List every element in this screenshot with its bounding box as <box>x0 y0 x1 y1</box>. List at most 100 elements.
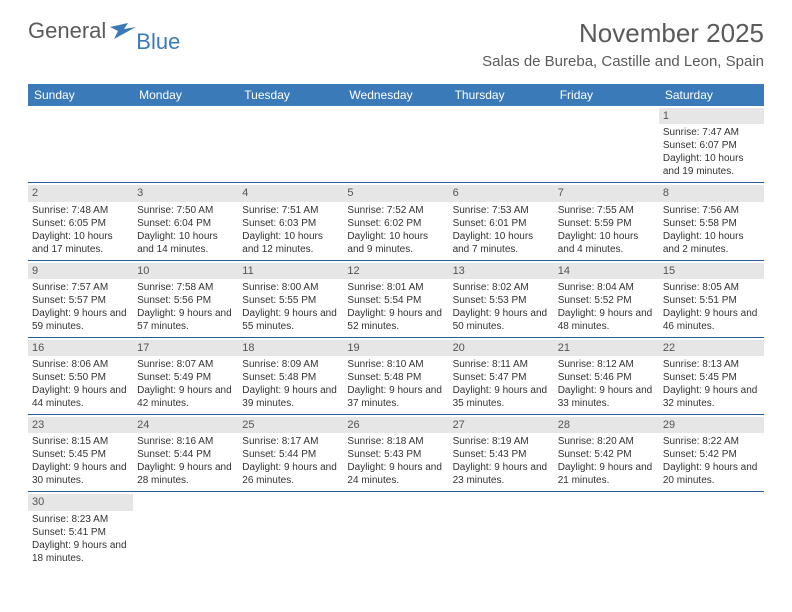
week-row: 30Sunrise: 8:23 AMSunset: 5:41 PMDayligh… <box>28 492 764 568</box>
day-number: 9 <box>28 263 133 279</box>
header: General Blue November 2025 Salas de Bure… <box>0 0 792 76</box>
day-cell: 12 Sunrise: 8:01 AMSunset: 5:54 PMDayligh… <box>343 261 448 337</box>
day-number: 3 <box>133 185 238 201</box>
day-cell <box>238 106 343 182</box>
day-cell: 4 Sunrise: 7:51 AMSunset: 6:03 PMDaylight… <box>238 183 343 259</box>
flag-icon <box>110 23 136 39</box>
day-cell: 25 Sunrise: 8:17 AMSunset: 5:44 PMDayligh… <box>238 415 343 491</box>
day-info: Sunrise: 8:09 AMSunset: 5:48 PMDaylight:… <box>242 358 339 410</box>
day-number: 28 <box>554 417 659 433</box>
day-cell <box>659 492 764 568</box>
day-cell: 29Sunrise: 8:22 AMSunset: 5:42 PMDayligh… <box>659 415 764 491</box>
day-info: Sunrise: 8:17 AMSunset: 5:44 PMDaylight:… <box>242 435 339 487</box>
weekday-label: Saturday <box>659 84 764 106</box>
day-info: Sunrise: 8:04 AMSunset: 5:52 PMDaylight:… <box>558 281 655 333</box>
day-cell: 8Sunrise: 7:56 AMSunset: 5:58 PMDaylight… <box>659 183 764 259</box>
day-number: 1 <box>659 108 764 124</box>
day-info: Sunrise: 8:02 AMSunset: 5:53 PMDaylight:… <box>453 281 550 333</box>
weekday-label: Tuesday <box>238 84 343 106</box>
day-cell <box>449 492 554 568</box>
day-info: Sunrise: 8:05 AMSunset: 5:51 PMDaylight:… <box>663 281 760 333</box>
day-cell: 18 Sunrise: 8:09 AMSunset: 5:48 PMDayligh… <box>238 338 343 414</box>
day-cell: 2 Sunrise: 7:48 AMSunset: 6:05 PMDaylight… <box>28 183 133 259</box>
day-number: 18 <box>238 340 343 356</box>
day-info: Sunrise: 8:12 AMSunset: 5:46 PMDaylight:… <box>558 358 655 410</box>
day-number: 19 <box>343 340 448 356</box>
day-info: Sunrise: 7:58 AMSunset: 5:56 PMDaylight:… <box>137 281 234 333</box>
day-cell: 9 Sunrise: 7:57 AMSunset: 5:57 PMDaylight… <box>28 261 133 337</box>
day-info: Sunrise: 8:10 AMSunset: 5:48 PMDaylight:… <box>347 358 444 410</box>
day-cell: 7 Sunrise: 7:55 AMSunset: 5:59 PMDaylight… <box>554 183 659 259</box>
day-cell: 21 Sunrise: 8:12 AMSunset: 5:46 PMDayligh… <box>554 338 659 414</box>
day-cell <box>133 492 238 568</box>
day-cell <box>449 106 554 182</box>
day-cell <box>343 492 448 568</box>
day-number: 23 <box>28 417 133 433</box>
day-cell <box>554 106 659 182</box>
day-number: 10 <box>133 263 238 279</box>
weekday-label: Monday <box>133 84 238 106</box>
title-block: November 2025 Salas de Bureba, Castille … <box>482 18 764 70</box>
day-cell: 28Sunrise: 8:20 AMSunset: 5:42 PMDayligh… <box>554 415 659 491</box>
week-row: 23 Sunrise: 8:15 AMSunset: 5:45 PMDayligh… <box>28 415 764 492</box>
day-cell: 22Sunrise: 8:13 AMSunset: 5:45 PMDayligh… <box>659 338 764 414</box>
day-info: Sunrise: 7:57 AMSunset: 5:57 PMDaylight:… <box>32 281 129 333</box>
location-text: Salas de Bureba, Castille and Leon, Spai… <box>482 53 764 70</box>
week-row: 2 Sunrise: 7:48 AMSunset: 6:05 PMDaylight… <box>28 183 764 260</box>
day-number: 24 <box>133 417 238 433</box>
day-cell <box>343 106 448 182</box>
day-cell: 27 Sunrise: 8:19 AMSunset: 5:43 PMDayligh… <box>449 415 554 491</box>
day-number: 25 <box>238 417 343 433</box>
day-cell: 26Sunrise: 8:18 AMSunset: 5:43 PMDayligh… <box>343 415 448 491</box>
page-title: November 2025 <box>482 18 764 49</box>
day-info: Sunrise: 8:23 AMSunset: 5:41 PMDaylight:… <box>32 513 129 565</box>
day-info: Sunrise: 7:53 AMSunset: 6:01 PMDaylight:… <box>453 204 550 256</box>
weekday-label: Friday <box>554 84 659 106</box>
day-cell: 16Sunrise: 8:06 AMSunset: 5:50 PMDayligh… <box>28 338 133 414</box>
day-info: Sunrise: 7:48 AMSunset: 6:05 PMDaylight:… <box>32 204 129 256</box>
week-row: 16Sunrise: 8:06 AMSunset: 5:50 PMDayligh… <box>28 338 764 415</box>
day-number: 14 <box>554 263 659 279</box>
day-info: Sunrise: 8:19 AMSunset: 5:43 PMDaylight:… <box>453 435 550 487</box>
day-cell <box>238 492 343 568</box>
day-number: 2 <box>28 185 133 201</box>
day-number: 16 <box>28 340 133 356</box>
day-number: 7 <box>554 185 659 201</box>
logo-text-general: General <box>28 18 106 44</box>
day-info: Sunrise: 7:51 AMSunset: 6:03 PMDaylight:… <box>242 204 339 256</box>
day-info: Sunrise: 8:13 AMSunset: 5:45 PMDaylight:… <box>663 358 760 410</box>
day-cell: 24 Sunrise: 8:16 AMSunset: 5:44 PMDayligh… <box>133 415 238 491</box>
day-info: Sunrise: 7:50 AMSunset: 6:04 PMDaylight:… <box>137 204 234 256</box>
day-info: Sunrise: 7:56 AMSunset: 5:58 PMDaylight:… <box>663 204 760 256</box>
weekday-label: Thursday <box>449 84 554 106</box>
day-number: 26 <box>343 417 448 433</box>
day-info: Sunrise: 8:00 AMSunset: 5:55 PMDaylight:… <box>242 281 339 333</box>
day-number: 21 <box>554 340 659 356</box>
day-number: 17 <box>133 340 238 356</box>
day-cell: 5Sunrise: 7:52 AMSunset: 6:02 PMDaylight… <box>343 183 448 259</box>
day-number: 13 <box>449 263 554 279</box>
day-info: Sunrise: 7:52 AMSunset: 6:02 PMDaylight:… <box>347 204 444 256</box>
day-cell <box>28 106 133 182</box>
day-cell: 19 Sunrise: 8:10 AMSunset: 5:48 PMDayligh… <box>343 338 448 414</box>
day-number: 20 <box>449 340 554 356</box>
day-cell: 6 Sunrise: 7:53 AMSunset: 6:01 PMDaylight… <box>449 183 554 259</box>
day-cell: 20 Sunrise: 8:11 AMSunset: 5:47 PMDayligh… <box>449 338 554 414</box>
day-number: 4 <box>238 185 343 201</box>
day-info: Sunrise: 8:11 AMSunset: 5:47 PMDaylight:… <box>453 358 550 410</box>
day-cell: 14 Sunrise: 8:04 AMSunset: 5:52 PMDayligh… <box>554 261 659 337</box>
day-info: Sunrise: 8:15 AMSunset: 5:45 PMDaylight:… <box>32 435 129 487</box>
day-info: Sunrise: 7:55 AMSunset: 5:59 PMDaylight:… <box>558 204 655 256</box>
day-number: 27 <box>449 417 554 433</box>
day-info: Sunrise: 8:16 AMSunset: 5:44 PMDaylight:… <box>137 435 234 487</box>
day-cell: 1Sunrise: 7:47 AMSunset: 6:07 PMDaylight… <box>659 106 764 182</box>
day-cell <box>554 492 659 568</box>
day-cell: 11 Sunrise: 8:00 AMSunset: 5:55 PMDayligh… <box>238 261 343 337</box>
day-info: Sunrise: 8:07 AMSunset: 5:49 PMDaylight:… <box>137 358 234 410</box>
day-number: 11 <box>238 263 343 279</box>
day-info: Sunrise: 8:01 AMSunset: 5:54 PMDaylight:… <box>347 281 444 333</box>
week-row: 9 Sunrise: 7:57 AMSunset: 5:57 PMDaylight… <box>28 261 764 338</box>
day-number: 6 <box>449 185 554 201</box>
day-info: Sunrise: 8:22 AMSunset: 5:42 PMDaylight:… <box>663 435 760 487</box>
day-number: 12 <box>343 263 448 279</box>
